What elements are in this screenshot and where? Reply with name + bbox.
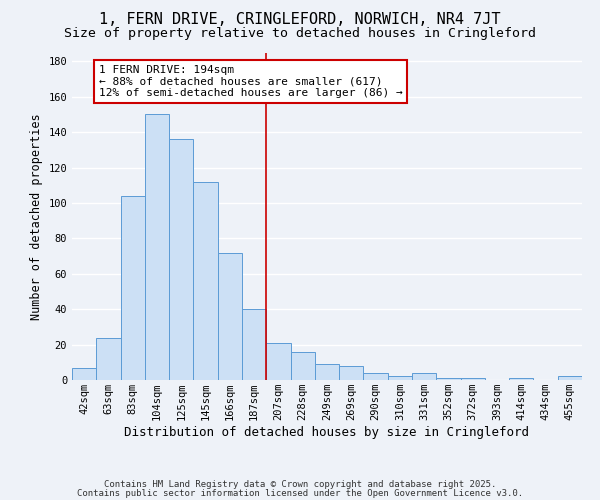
Bar xyxy=(364,373,388,380)
Bar xyxy=(290,352,315,380)
Bar xyxy=(461,378,485,380)
Bar xyxy=(412,373,436,380)
Bar xyxy=(218,252,242,380)
Text: 1, FERN DRIVE, CRINGLEFORD, NORWICH, NR4 7JT: 1, FERN DRIVE, CRINGLEFORD, NORWICH, NR4… xyxy=(99,12,501,28)
Bar xyxy=(339,366,364,380)
X-axis label: Distribution of detached houses by size in Cringleford: Distribution of detached houses by size … xyxy=(125,426,530,439)
Bar xyxy=(388,376,412,380)
Text: Contains HM Land Registry data © Crown copyright and database right 2025.: Contains HM Land Registry data © Crown c… xyxy=(104,480,496,489)
Bar xyxy=(193,182,218,380)
Bar xyxy=(72,368,96,380)
Bar xyxy=(315,364,339,380)
Bar xyxy=(509,378,533,380)
Bar xyxy=(121,196,145,380)
Bar xyxy=(145,114,169,380)
Text: Size of property relative to detached houses in Cringleford: Size of property relative to detached ho… xyxy=(64,28,536,40)
Text: 1 FERN DRIVE: 194sqm
← 88% of detached houses are smaller (617)
12% of semi-deta: 1 FERN DRIVE: 194sqm ← 88% of detached h… xyxy=(99,65,403,98)
Bar xyxy=(558,376,582,380)
Bar xyxy=(266,343,290,380)
Y-axis label: Number of detached properties: Number of detached properties xyxy=(30,113,43,320)
Bar xyxy=(96,338,121,380)
Bar xyxy=(436,378,461,380)
Bar xyxy=(242,309,266,380)
Bar xyxy=(169,139,193,380)
Text: Contains public sector information licensed under the Open Government Licence v3: Contains public sector information licen… xyxy=(77,488,523,498)
